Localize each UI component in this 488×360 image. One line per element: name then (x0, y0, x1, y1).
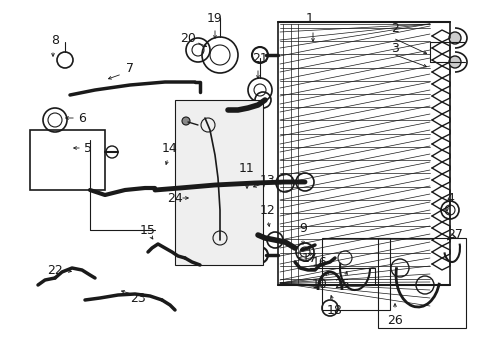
Text: 22: 22 (47, 264, 63, 276)
Text: 19: 19 (207, 12, 223, 24)
Text: 21: 21 (252, 51, 267, 64)
Bar (30, 130, 105, 190)
Text: 12: 12 (260, 203, 275, 216)
Text: 7: 7 (126, 62, 134, 75)
Text: 26: 26 (386, 314, 402, 327)
Text: 20: 20 (180, 31, 196, 45)
Text: 6: 6 (78, 112, 86, 125)
Text: 4: 4 (445, 192, 453, 204)
Bar (278, 22, 449, 285)
Text: 1: 1 (305, 12, 313, 24)
Text: 14: 14 (162, 141, 178, 154)
Text: 5: 5 (84, 141, 92, 154)
Text: 8: 8 (51, 33, 59, 46)
Text: 23: 23 (130, 292, 145, 305)
Text: 18: 18 (326, 303, 342, 316)
Bar (377, 238, 465, 328)
Text: 16: 16 (311, 256, 327, 269)
Text: 24: 24 (167, 192, 183, 204)
Text: 13: 13 (260, 174, 275, 186)
Circle shape (182, 117, 190, 125)
Text: 27: 27 (446, 229, 462, 242)
Text: 2: 2 (390, 22, 398, 35)
Bar (321, 238, 389, 310)
Text: 15: 15 (140, 224, 156, 237)
Text: 3: 3 (390, 41, 398, 54)
Circle shape (448, 32, 460, 44)
Text: 10: 10 (311, 279, 327, 292)
Text: 17: 17 (302, 252, 317, 265)
Text: 9: 9 (299, 221, 306, 234)
Text: 11: 11 (239, 162, 254, 175)
Circle shape (448, 56, 460, 68)
Text: 25: 25 (333, 279, 349, 292)
Bar (175, 100, 263, 265)
